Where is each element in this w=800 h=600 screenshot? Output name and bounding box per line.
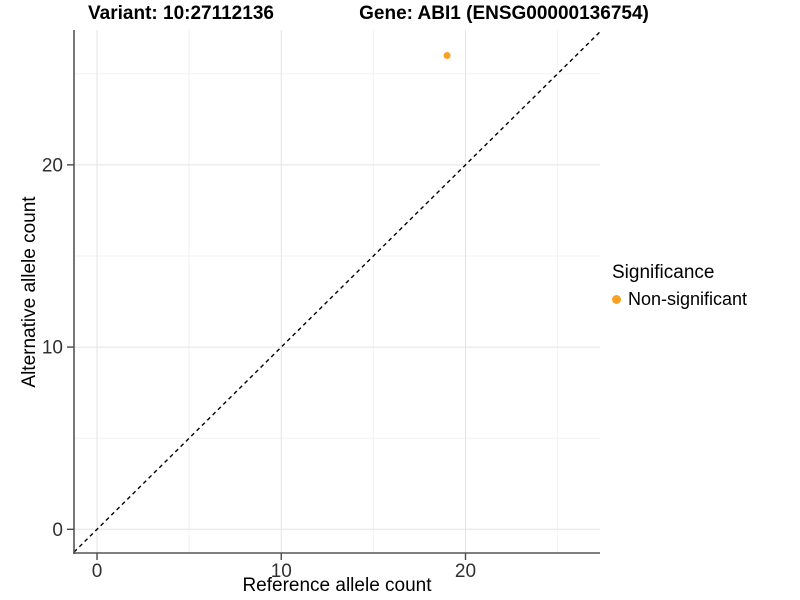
- legend-marker-circle-icon: [612, 295, 621, 304]
- x-axis-title: Reference allele count: [242, 575, 432, 596]
- data-point: [443, 52, 451, 60]
- y-tick-label: 10: [42, 338, 63, 359]
- x-tick-label: 20: [455, 561, 476, 582]
- plot-title-variant: Variant: 10:27112136: [88, 3, 274, 24]
- y-tick-label: 0: [52, 520, 63, 541]
- x-tick-label: 0: [92, 561, 103, 582]
- legend-title: Significance: [612, 262, 715, 283]
- identity-line: [73, 31, 601, 553]
- y-axis-title: Alternative allele count: [19, 196, 40, 388]
- legend-item: Non-significant: [612, 289, 747, 310]
- legend: Significance Non-significant: [612, 262, 747, 310]
- x-tick-label: 10: [271, 561, 292, 582]
- legend-item-label: Non-significant: [628, 289, 748, 309]
- plot-title-gene: Gene: ABI1 (ENSG00000136754): [359, 3, 649, 24]
- y-tick-label: 20: [42, 155, 63, 176]
